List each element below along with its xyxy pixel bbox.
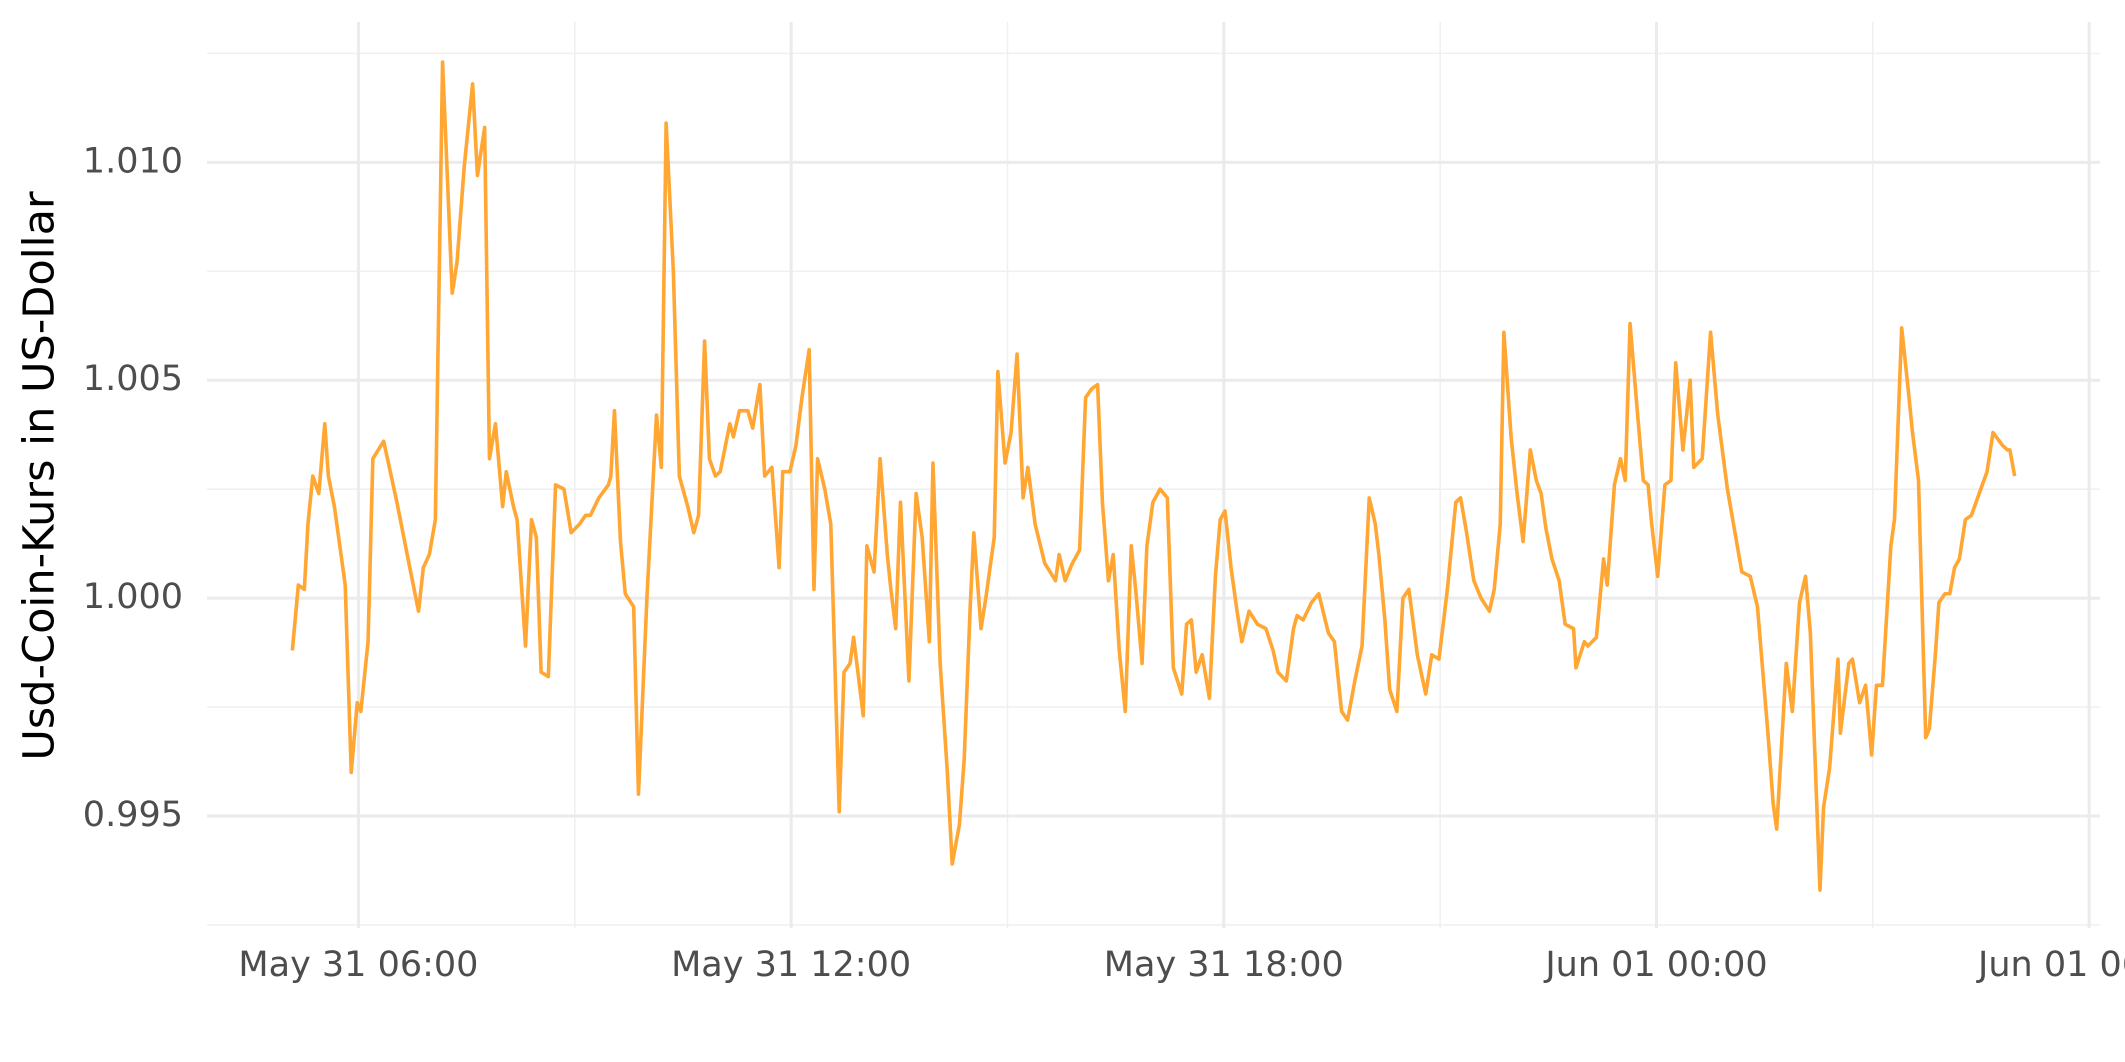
y-axis-title: Usd-Coin-Kurs in US-Dollar xyxy=(15,191,65,761)
price-line xyxy=(290,60,2017,892)
x-tick-label: Jun 01 00:00 xyxy=(1543,945,1767,985)
x-tick-label: Jun 01 06:00 xyxy=(1976,945,2125,985)
y-tick-label: 1.000 xyxy=(83,577,183,617)
x-tick-label: May 31 12:00 xyxy=(671,945,911,985)
x-tick-label: May 31 06:00 xyxy=(238,945,478,985)
y-tick-label: 1.005 xyxy=(83,359,183,399)
x-tick-label: May 31 18:00 xyxy=(1104,945,1344,985)
y-tick-label: 1.010 xyxy=(83,141,183,181)
y-tick-label: 0.995 xyxy=(83,795,183,835)
